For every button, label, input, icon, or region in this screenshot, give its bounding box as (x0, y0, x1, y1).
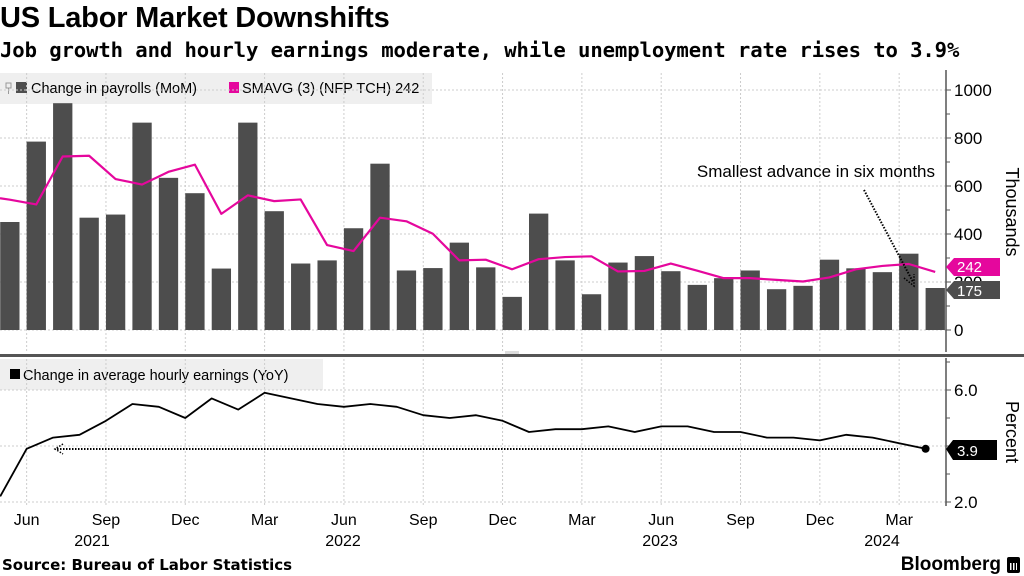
annotation-arrow (863, 189, 914, 283)
payroll-bar (529, 213, 549, 330)
payroll-bar (132, 122, 152, 330)
payroll-bar (555, 260, 575, 330)
bloomberg-terminal-icon (1007, 557, 1020, 573)
bottom-y-tick-label: 6.0 (954, 381, 978, 400)
legend-item-payrolls: Change in payrolls (MoM) (16, 81, 197, 97)
bloomberg-logo: Bloomberg (901, 555, 1020, 575)
x-month-label: Dec (171, 512, 199, 529)
payroll-bar (687, 284, 707, 330)
earnings-line (0, 391, 926, 497)
payroll-bar (79, 217, 99, 330)
payroll-bar (343, 228, 364, 330)
top-legend-background (0, 73, 432, 104)
end-label-smavg-text: 242 (957, 259, 982, 276)
bottom-y-tick-label: 2.0 (954, 493, 978, 512)
payroll-bar (581, 294, 602, 330)
x-month-label: Dec (488, 512, 516, 529)
legend-label-earnings: Change in average hourly earnings (YoY) (23, 368, 288, 384)
payroll-bar (714, 278, 734, 330)
end-label-payrolls-text: 175 (957, 283, 982, 300)
legend-item-earnings: Change in average hourly earnings (YoY) (10, 368, 288, 384)
annotation-arrowhead-icon (903, 274, 915, 288)
x-month-label: Jun (648, 512, 674, 529)
payroll-bar (608, 262, 628, 330)
payroll-bar (899, 253, 919, 330)
payroll-bar (158, 177, 179, 330)
payroll-bar (872, 272, 893, 330)
legend-item-smavg: SMAVG (3) (NFP TCH) 242 (229, 81, 419, 97)
payroll-bar (423, 268, 443, 330)
payroll-bar (661, 271, 681, 330)
payroll-bar (449, 242, 469, 330)
payroll-bar (317, 260, 337, 330)
payroll-bar (476, 267, 496, 330)
top-y-axis-title: Thousands (1002, 167, 1022, 256)
payroll-bar (291, 263, 311, 330)
chart-subtitle: Job growth and hourly earnings moderate,… (0, 38, 960, 62)
legend-label-smavg: SMAVG (3) (NFP TCH) 242 (242, 81, 419, 97)
annotation-text: Smallest advance in six months (697, 162, 935, 181)
payroll-bar (53, 103, 73, 330)
chart-title: US Labor Market Downshifts (0, 2, 390, 34)
x-month-label: Mar (568, 512, 596, 529)
smavg-line (0, 154, 936, 283)
x-year-label: 2023 (642, 533, 678, 550)
payroll-bar (105, 214, 126, 330)
earnings-endpoint-marker (921, 444, 930, 453)
payroll-bar (793, 285, 813, 330)
payroll-bar (925, 288, 945, 330)
payroll-bar (766, 289, 787, 330)
payroll-bar (238, 122, 258, 330)
legend-swatch-smavg (229, 82, 239, 93)
top-y-tick-label: 800 (954, 129, 982, 148)
top-y-tick-label: 400 (954, 225, 982, 244)
legend-label-payrolls: Change in payrolls (MoM) (31, 81, 197, 97)
end-label-smavg: 242 (946, 258, 1000, 276)
x-month-label: Mar (885, 512, 913, 529)
legend-pin-icon (5, 82, 12, 94)
end-label-payrolls: 175 (946, 281, 1000, 300)
source-note: Source: Bureau of Labor Statistics (2, 556, 293, 574)
brand-name: Bloomberg (900, 554, 1001, 575)
top-y-tick-label: 0 (954, 321, 963, 340)
top-y-tick-label: 1000 (954, 81, 992, 100)
payroll-bar (211, 268, 232, 330)
bottom-legend-background (0, 359, 323, 390)
x-month-label: Jun (331, 512, 357, 529)
payroll-bar (740, 270, 760, 330)
payroll-bar (0, 222, 20, 330)
payroll-bar (264, 211, 284, 330)
payroll-bar (396, 270, 417, 330)
x-year-label: 2022 (325, 533, 361, 550)
legend-swatch-payrolls (16, 82, 27, 93)
reference-arrowhead-icon (53, 443, 64, 455)
bottom-y-axis-title: Percent (1002, 401, 1022, 463)
x-year-label: 2021 (74, 533, 110, 550)
payroll-bar (819, 259, 840, 330)
panel-resize-handle[interactable] (505, 351, 519, 354)
x-month-label: Dec (806, 512, 834, 529)
payroll-bar (26, 141, 46, 330)
end-label-earnings: 3.9 (946, 440, 997, 460)
payroll-bar (370, 163, 390, 330)
legend-swatch-earnings (10, 369, 20, 379)
payroll-bar (185, 193, 205, 330)
end-label-earnings-text: 3.9 (957, 443, 978, 460)
x-month-label: Jun (14, 512, 40, 529)
x-year-label: 2024 (864, 533, 900, 550)
payroll-bar (846, 268, 866, 330)
panel-separator (0, 354, 1024, 357)
x-month-label: Mar (251, 512, 279, 529)
x-month-label: Sep (726, 512, 755, 529)
payroll-bar (634, 256, 655, 330)
payroll-bar (502, 296, 522, 330)
x-month-label: Sep (409, 512, 438, 529)
top-y-tick-label: 600 (954, 177, 982, 196)
x-month-label: Sep (92, 512, 121, 529)
